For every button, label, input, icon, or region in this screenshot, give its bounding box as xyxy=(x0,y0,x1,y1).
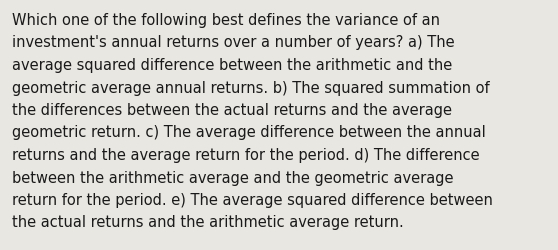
Text: the differences between the actual returns and the average: the differences between the actual retur… xyxy=(12,102,452,118)
Text: Which one of the following best defines the variance of an: Which one of the following best defines … xyxy=(12,13,440,28)
Text: investment's annual returns over a number of years? a) The: investment's annual returns over a numbe… xyxy=(12,35,455,50)
Text: geometric average annual returns. b) The squared summation of: geometric average annual returns. b) The… xyxy=(12,80,489,95)
Text: the actual returns and the arithmetic average return.: the actual returns and the arithmetic av… xyxy=(12,215,404,230)
Text: average squared difference between the arithmetic and the: average squared difference between the a… xyxy=(12,58,452,73)
Text: return for the period. e) The average squared difference between: return for the period. e) The average sq… xyxy=(12,192,493,207)
Text: returns and the average return for the period. d) The difference: returns and the average return for the p… xyxy=(12,148,480,162)
Text: between the arithmetic average and the geometric average: between the arithmetic average and the g… xyxy=(12,170,454,185)
Text: geometric return. c) The average difference between the annual: geometric return. c) The average differe… xyxy=(12,125,486,140)
